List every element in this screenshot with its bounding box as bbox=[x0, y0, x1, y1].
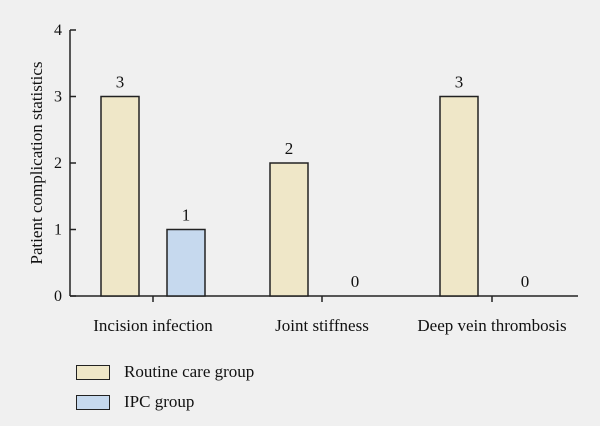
bar-chart: Patient complication statistics 0 1 2 3 4 Inc… bbox=[27, 22, 578, 335]
legend: Routine care group IPC group bbox=[76, 357, 254, 417]
data-label: 0 bbox=[521, 272, 530, 291]
legend-swatch-routine bbox=[76, 364, 110, 380]
legend-label-ipc: IPC group bbox=[124, 392, 195, 411]
legend-item-ipc: IPC group bbox=[76, 387, 254, 417]
x-tick-label: Deep vein thrombosis bbox=[417, 316, 566, 335]
y-tick-label: 0 bbox=[54, 288, 62, 305]
x-tick-label: Incision infection bbox=[93, 316, 213, 335]
y-tick-label: 3 bbox=[54, 89, 62, 106]
y-axis-label: Patient complication statistics bbox=[27, 61, 46, 264]
data-label: 0 bbox=[351, 272, 360, 291]
legend-swatch-ipc bbox=[76, 394, 110, 410]
legend-label-routine: Routine care group bbox=[124, 362, 255, 381]
x-tick-label: Joint stiffness bbox=[275, 316, 369, 335]
data-label: 3 bbox=[116, 73, 125, 92]
y-tick-label: 4 bbox=[54, 22, 62, 39]
data-label: 3 bbox=[455, 73, 464, 92]
bar-routine bbox=[100, 95, 140, 297]
bars: 3 1 2 0 3 0 bbox=[100, 73, 530, 297]
bar-ipc bbox=[166, 228, 206, 297]
y-tick-label: 2 bbox=[54, 155, 62, 172]
data-label: 1 bbox=[182, 206, 191, 225]
axes: 0 1 2 3 4 Incision infection Joint stiffness De… bbox=[54, 22, 578, 335]
data-label: 2 bbox=[285, 139, 294, 158]
bar-routine bbox=[269, 162, 309, 297]
bar-routine bbox=[439, 95, 479, 297]
legend-item-routine: Routine care group bbox=[76, 357, 254, 387]
y-tick-label: 1 bbox=[54, 222, 62, 239]
